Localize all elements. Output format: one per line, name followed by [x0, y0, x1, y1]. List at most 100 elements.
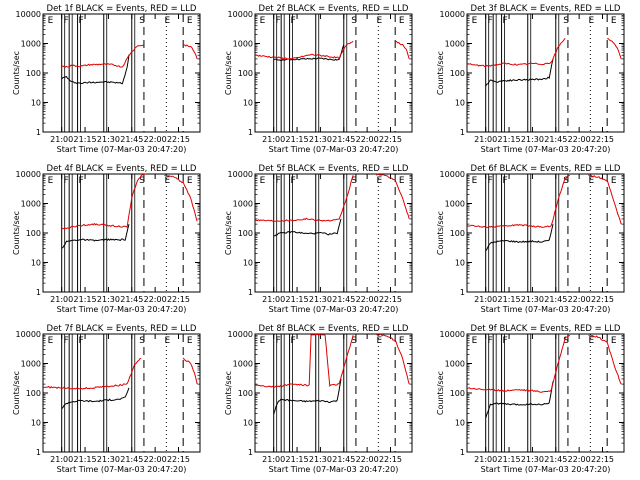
- y-tick-label: 1: [460, 128, 465, 137]
- flag-marker: S: [563, 176, 569, 186]
- x-tick-label: 21:45: [332, 455, 355, 464]
- x-tick-label: 21:30: [521, 295, 544, 304]
- x-tick-label: 21:00: [50, 295, 73, 304]
- chart-panel-7: Det 7f BLACK = Events, RED = LLD 1 10 100 10…: [12, 324, 201, 474]
- x-axis-label: Start Time (07-Mar-03 20:47:20): [481, 145, 611, 154]
- y-axis-label: Counts/sec: [224, 211, 233, 255]
- series-line: [183, 44, 198, 60]
- series-line: [466, 38, 566, 68]
- x-tick-label: 21:00: [474, 455, 497, 464]
- chart-title: Det 7f BLACK = Events, RED = LLD: [47, 324, 197, 334]
- y-tick-label: 10: [31, 419, 41, 428]
- series-line: [254, 333, 354, 388]
- x-tick-label: 22:15: [167, 455, 190, 464]
- flag-marker: F: [64, 16, 69, 26]
- x-tick-label: 21:30: [521, 135, 544, 144]
- chart-title: Det 1f BLACK = Events, RED = LLD: [47, 4, 197, 14]
- flag-marker: F: [79, 16, 84, 26]
- x-tick-label: 21:15: [74, 455, 97, 464]
- y-tick-label: 100: [238, 229, 253, 238]
- chart-title: Det 2f BLACK = Events, RED = LLD: [259, 4, 409, 14]
- y-tick-label: 1: [36, 288, 41, 297]
- flag-marker: E: [472, 16, 478, 26]
- y-tick-label: 10000: [16, 330, 41, 339]
- flag-marker: S: [139, 336, 145, 346]
- flag-marker: E: [611, 336, 617, 346]
- chart-panel-4: Det 4f BLACK = Events, RED = LLD 1 10 100 10…: [12, 164, 201, 314]
- x-tick-label: 21:30: [309, 295, 332, 304]
- x-tick-label: 21:15: [286, 135, 309, 144]
- x-tick-label: 21:15: [74, 295, 97, 304]
- x-tick-label: 21:30: [521, 455, 544, 464]
- flag-marker: E: [187, 16, 193, 26]
- y-tick-label: 100: [26, 389, 41, 398]
- y-tick-label: 1: [248, 448, 253, 457]
- flag-marker: E: [48, 16, 54, 26]
- series-line: [61, 44, 145, 68]
- x-tick-label: 21:15: [286, 295, 309, 304]
- flag-marker: S: [563, 16, 569, 26]
- y-tick-label: 10000: [440, 170, 465, 179]
- y-tick-label: 100: [238, 389, 253, 398]
- y-tick-label: 100: [450, 389, 465, 398]
- x-tick-label: 22:15: [167, 135, 190, 144]
- y-tick-label: 100: [450, 69, 465, 78]
- flag-marker: E: [588, 16, 594, 26]
- y-axis-label: Counts/sec: [12, 371, 21, 415]
- y-tick-label: 10000: [16, 170, 41, 179]
- flag-marker: E: [611, 16, 617, 26]
- series-line: [607, 38, 622, 60]
- series-line: [182, 357, 198, 385]
- flag-marker: E: [588, 176, 594, 186]
- y-tick-label: 1: [248, 128, 253, 137]
- x-tick-label: 22:15: [379, 455, 402, 464]
- flag-marker: E: [164, 176, 170, 186]
- y-tick-label: 10: [31, 259, 41, 268]
- plot-frame: [466, 333, 625, 453]
- x-tick-label: 22:00: [568, 135, 591, 144]
- x-tick-label: 21:45: [332, 135, 355, 144]
- x-tick-label: 22:15: [379, 135, 402, 144]
- x-axis-label: Start Time (07-Mar-03 20:47:20): [481, 305, 611, 314]
- x-tick-label: 21:30: [309, 455, 332, 464]
- chart-title: Det 3f BLACK = Events, RED = LLD: [471, 4, 621, 14]
- x-tick-label: 22:00: [144, 455, 167, 464]
- series-line: [254, 40, 354, 60]
- y-tick-label: 100: [26, 69, 41, 78]
- y-tick-label: 10000: [16, 10, 41, 19]
- x-axis-label: Start Time (07-Mar-03 20:47:20): [269, 465, 399, 474]
- x-axis-label: Start Time (07-Mar-03 20:47:20): [57, 465, 187, 474]
- flag-marker: E: [187, 336, 193, 346]
- chart-title: Det 4f BLACK = Events, RED = LLD: [47, 164, 197, 174]
- y-tick-label: 10: [455, 259, 465, 268]
- chart-panel-5: Det 5f BLACK = Events, RED = LLD 1 10 100 10…: [224, 164, 413, 314]
- chart-title: Det 5f BLACK = Events, RED = LLD: [259, 164, 409, 174]
- x-tick-label: 21:15: [498, 455, 521, 464]
- flag-marker: S: [139, 176, 145, 186]
- y-tick-label: 100: [26, 229, 41, 238]
- y-axis-label: Counts/sec: [436, 371, 445, 415]
- y-tick-label: 1000: [21, 40, 41, 49]
- x-tick-label: 21:15: [498, 135, 521, 144]
- flag-marker: F: [291, 176, 296, 186]
- chart-panel-2: Det 2f BLACK = Events, RED = LLD 1 10 100 10…: [224, 4, 413, 154]
- chart-title: Det 8f BLACK = Events, RED = LLD: [259, 324, 409, 334]
- flag-marker: F: [79, 336, 84, 346]
- y-axis-label: Counts/sec: [12, 51, 21, 95]
- plot-frame: [466, 173, 625, 293]
- flag-marker: F: [503, 16, 508, 26]
- x-tick-label: 21:45: [120, 295, 143, 304]
- flag-marker: E: [164, 336, 170, 346]
- flag-marker: F: [291, 336, 296, 346]
- y-tick-label: 1000: [445, 200, 465, 209]
- flag-marker: S: [351, 176, 357, 186]
- y-axis-label: Counts/sec: [224, 371, 233, 415]
- y-tick-label: 1000: [233, 200, 253, 209]
- plot-frame: [466, 13, 625, 133]
- x-tick-label: 21:45: [332, 295, 355, 304]
- x-axis-label: Start Time (07-Mar-03 20:47:20): [57, 145, 187, 154]
- flag-marker: E: [376, 176, 382, 186]
- flag-marker: E: [260, 336, 266, 346]
- x-tick-label: 21:45: [544, 295, 567, 304]
- x-tick-label: 22:00: [568, 455, 591, 464]
